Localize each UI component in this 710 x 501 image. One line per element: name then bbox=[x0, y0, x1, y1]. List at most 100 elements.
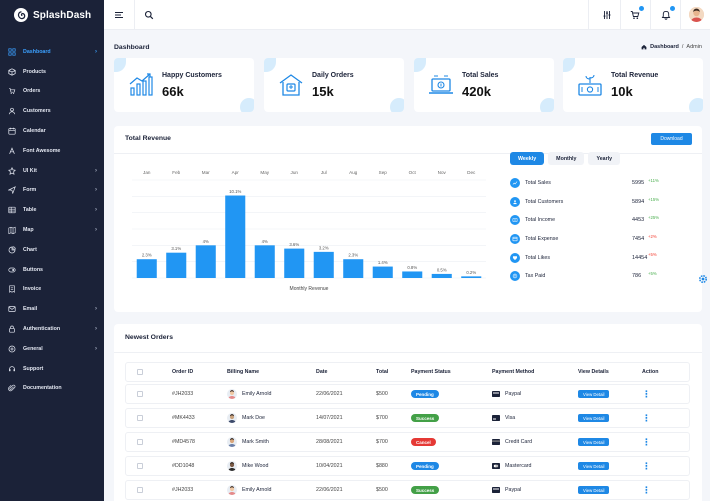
topbar-divider bbox=[620, 0, 621, 30]
chart-bar[interactable] bbox=[402, 271, 423, 278]
row-checkbox[interactable] bbox=[137, 487, 143, 493]
view-detail-button[interactable]: View Detail bbox=[578, 414, 610, 422]
metric-row: Total Sales 5995 +11% bbox=[510, 174, 660, 193]
payment-status-badge: Success bbox=[411, 414, 440, 422]
sidebar-item-ui-kit[interactable]: UI Kit › bbox=[0, 161, 104, 181]
column-header: Total bbox=[376, 369, 389, 375]
column-header: Date bbox=[316, 369, 328, 375]
sidebar-item-buttons[interactable]: Buttons bbox=[0, 260, 104, 280]
sidebar-item-invoice[interactable]: Invoice bbox=[0, 280, 104, 300]
more-actions-icon[interactable]: ⋮ bbox=[642, 484, 651, 495]
sidebar: SplashDash Dashboard › Products Orders Custo… bbox=[0, 0, 104, 501]
order-date: 28/08/2021 bbox=[316, 439, 343, 445]
billing-name-cell: Mike Wood bbox=[227, 457, 268, 475]
customers-icon bbox=[7, 107, 16, 116]
metric-delta: +11% bbox=[648, 178, 659, 183]
view-detail-button[interactable]: View Detail bbox=[578, 486, 610, 494]
chart-bar[interactable] bbox=[166, 252, 187, 278]
sidebar-item-authentication[interactable]: Authentication › bbox=[0, 319, 104, 339]
chart-bar[interactable] bbox=[136, 259, 157, 278]
metric-label: Total Customers bbox=[525, 198, 564, 205]
more-actions-icon[interactable]: ⋮ bbox=[642, 412, 651, 423]
breadcrumb-home[interactable]: Dashboard bbox=[650, 44, 679, 50]
sidebar-item-general[interactable]: General › bbox=[0, 339, 104, 359]
chart-icon bbox=[7, 245, 16, 254]
sidebar-item-table[interactable]: Table › bbox=[0, 200, 104, 220]
sidebar-item-form[interactable]: Form › bbox=[0, 181, 104, 201]
billing-name-cell: Mark Doe bbox=[227, 409, 265, 427]
chart-bar[interactable] bbox=[284, 248, 305, 278]
more-actions-icon[interactable]: ⋮ bbox=[642, 460, 651, 471]
settings-gear-icon[interactable] bbox=[698, 274, 708, 284]
chart-bar[interactable] bbox=[225, 195, 246, 278]
download-button[interactable]: Download bbox=[651, 133, 692, 145]
bell-icon[interactable] bbox=[659, 6, 675, 22]
order-date: 22/06/2021 bbox=[316, 487, 343, 493]
sidebar-item-font-awesome[interactable]: Font Awesome bbox=[0, 141, 104, 161]
brand-logo-icon bbox=[14, 8, 28, 22]
sidebar-item-documentation[interactable]: Documentation bbox=[0, 379, 104, 399]
expense-icon bbox=[510, 234, 520, 245]
sidebar-item-dashboard[interactable]: Dashboard › bbox=[0, 42, 104, 62]
sidebar-item-support[interactable]: Support bbox=[0, 359, 104, 379]
shop-icon bbox=[279, 74, 303, 96]
sidebar-item-label: Calendar bbox=[23, 128, 46, 135]
more-actions-icon[interactable]: ⋮ bbox=[642, 388, 651, 399]
more-actions-icon[interactable]: ⋮ bbox=[642, 436, 651, 447]
row-checkbox[interactable] bbox=[137, 391, 143, 397]
select-all-checkbox[interactable] bbox=[137, 369, 143, 375]
sliders-icon[interactable] bbox=[600, 8, 614, 22]
home-icon[interactable] bbox=[641, 44, 647, 50]
sidebar-item-orders[interactable]: Orders bbox=[0, 82, 104, 102]
metric-row: Total Expense 7454 +2% bbox=[510, 230, 660, 249]
sidebar-item-email[interactable]: Email › bbox=[0, 299, 104, 319]
row-checkbox[interactable] bbox=[137, 439, 143, 445]
order-id: #DD1048 bbox=[172, 463, 195, 469]
page-title: Dashboard bbox=[114, 44, 150, 51]
metric-label: Tax Paid bbox=[525, 273, 546, 280]
chart-bar[interactable] bbox=[372, 266, 393, 278]
stat-value: 10k bbox=[611, 84, 633, 99]
card-decoration bbox=[390, 98, 404, 112]
chart-data-label: 10.1% bbox=[229, 189, 241, 194]
tab-monthly[interactable]: Monthly bbox=[548, 152, 585, 165]
menu-toggle-icon[interactable] bbox=[112, 8, 126, 22]
brand[interactable]: SplashDash bbox=[0, 0, 104, 30]
tab-weekly[interactable]: Weekly bbox=[510, 152, 545, 165]
tab-yearly[interactable]: Yearly bbox=[588, 152, 621, 165]
view-detail-button[interactable]: View Detail bbox=[578, 390, 610, 398]
view-detail-button[interactable]: View Detail bbox=[578, 462, 610, 470]
chart-bar[interactable] bbox=[195, 245, 216, 278]
chart-x-tick: May bbox=[260, 170, 269, 175]
chart-bar[interactable] bbox=[313, 251, 334, 278]
search-icon[interactable] bbox=[142, 8, 156, 22]
sidebar-item-chart[interactable]: Chart bbox=[0, 240, 104, 260]
chevron-right-icon: › bbox=[95, 48, 97, 55]
sidebar-item-map[interactable]: Map › bbox=[0, 220, 104, 240]
payment-method: Credit Card bbox=[505, 439, 533, 445]
chart-bar[interactable] bbox=[254, 245, 275, 278]
sidebar-item-customers[interactable]: Customers bbox=[0, 101, 104, 121]
chart-x-tick: Feb bbox=[172, 170, 180, 175]
user-avatar[interactable] bbox=[689, 7, 704, 22]
row-checkbox[interactable] bbox=[137, 463, 143, 469]
payment-method: Mastercard bbox=[505, 463, 532, 469]
chart-bar[interactable] bbox=[431, 273, 452, 278]
row-checkbox[interactable] bbox=[137, 415, 143, 421]
cart-icon[interactable] bbox=[628, 6, 644, 22]
stat-label: Daily Orders bbox=[312, 72, 354, 79]
order-total: $500 bbox=[376, 487, 388, 493]
metric-delta: +25% bbox=[648, 215, 660, 221]
column-header: Payment Method bbox=[492, 369, 535, 375]
sidebar-item-calendar[interactable]: Calendar bbox=[0, 121, 104, 141]
chart-bar[interactable] bbox=[461, 276, 482, 278]
metric-row: Tax Paid 786 +5% bbox=[510, 267, 660, 286]
card-icon bbox=[492, 391, 500, 397]
chart-data-label: 4% bbox=[203, 239, 209, 244]
billing-name-cell: Emily Arnold bbox=[227, 385, 271, 403]
column-header: Payment Status bbox=[411, 369, 451, 375]
sidebar-item-products[interactable]: Products bbox=[0, 62, 104, 82]
chart-bar[interactable] bbox=[343, 259, 364, 278]
view-detail-button[interactable]: View Detail bbox=[578, 438, 610, 446]
sidebar-item-label: Email bbox=[23, 306, 38, 313]
